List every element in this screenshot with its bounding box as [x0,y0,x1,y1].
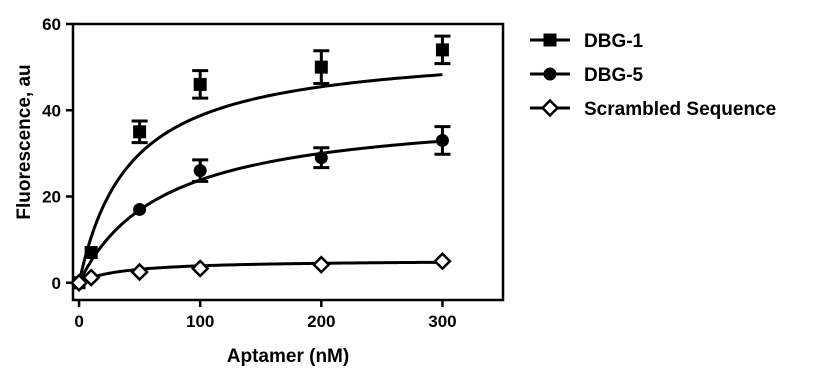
x-tick-label: 0 [74,312,83,331]
data-point [193,77,207,91]
legend-marker [543,67,557,81]
series-scrambled-sequence [69,251,452,292]
data-point [314,151,328,165]
data-point [133,125,147,139]
y-tick-label: 40 [42,101,61,120]
y-tick-label: 20 [42,188,61,207]
legend-label: DBG-1 [584,31,644,52]
series-layer [69,34,452,292]
legend-item: DBG-5 [530,65,644,86]
data-point [84,246,98,260]
legend-item: DBG-1 [530,31,644,52]
legend-label: DBG-5 [584,65,644,86]
data-point [433,251,452,271]
x-tick-label: 100 [186,312,214,331]
data-point [314,60,328,74]
data-point [133,202,147,216]
data-point [81,268,101,287]
data-point [69,273,89,292]
x-tick-label: 300 [428,312,456,331]
legend-marker [540,98,560,118]
legend: DBG-1 DBG-5 Scrambled Sequence [530,31,776,120]
data-point [435,133,449,147]
y-axis-label: Fluorescence, au [14,64,35,219]
y-tick-label: 0 [52,274,61,293]
x-axis-label: Aptamer (nM) [227,346,349,367]
data-point [193,164,207,178]
data-point [130,262,149,282]
fit-curve [77,73,443,284]
data-point [435,43,449,57]
legend-marker [543,33,557,47]
y-tick-label: 60 [42,15,61,34]
data-point [190,259,210,278]
x-tick-label: 200 [307,312,335,331]
axes: 0 20 40 60 0 100 200 300 [42,15,457,331]
legend-item: Scrambled Sequence [530,98,776,120]
series-dbg-5 [72,125,451,290]
data-point [312,255,331,274]
legend-label: Scrambled Sequence [584,99,776,120]
plot-frame [71,22,505,302]
plot-area [71,22,505,302]
